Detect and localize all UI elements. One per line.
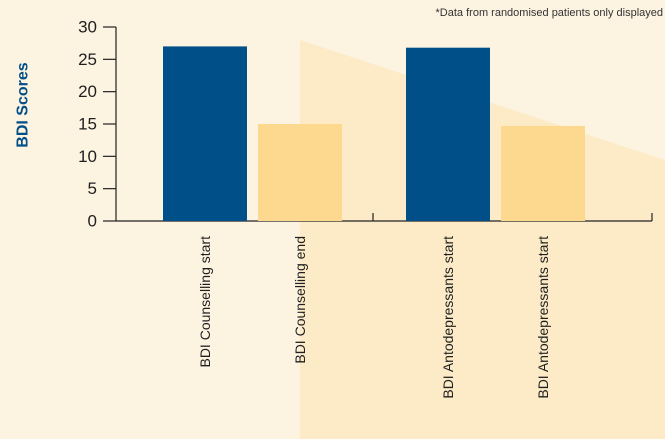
x-category-label: BDI Counselling end [292, 236, 308, 364]
y-tick-label: 10 [78, 147, 97, 166]
bar [501, 125, 585, 221]
x-category-label: BDI Antodepressants start [440, 236, 456, 399]
bar [406, 47, 490, 222]
y-tick-label: 30 [78, 18, 97, 37]
y-axis-label: BDI Scores [15, 62, 32, 147]
chart-note: *Data from randomised patients only disp… [436, 7, 663, 19]
y-tick-label: 5 [88, 179, 97, 198]
bar [258, 124, 342, 221]
bar [163, 46, 247, 222]
chart-marks: 0 5 10 15 20 25 30 BDI Counselling start BDI Cou… [78, 18, 653, 399]
y-tick-label: 25 [78, 50, 97, 69]
y-tick-label: 0 [88, 212, 97, 231]
y-tick-label: 20 [78, 82, 97, 101]
x-category-label: BDI Counselling start [197, 236, 213, 368]
x-category-label: BDI Antodepressants start [535, 236, 551, 399]
y-tick-label: 15 [78, 115, 97, 134]
